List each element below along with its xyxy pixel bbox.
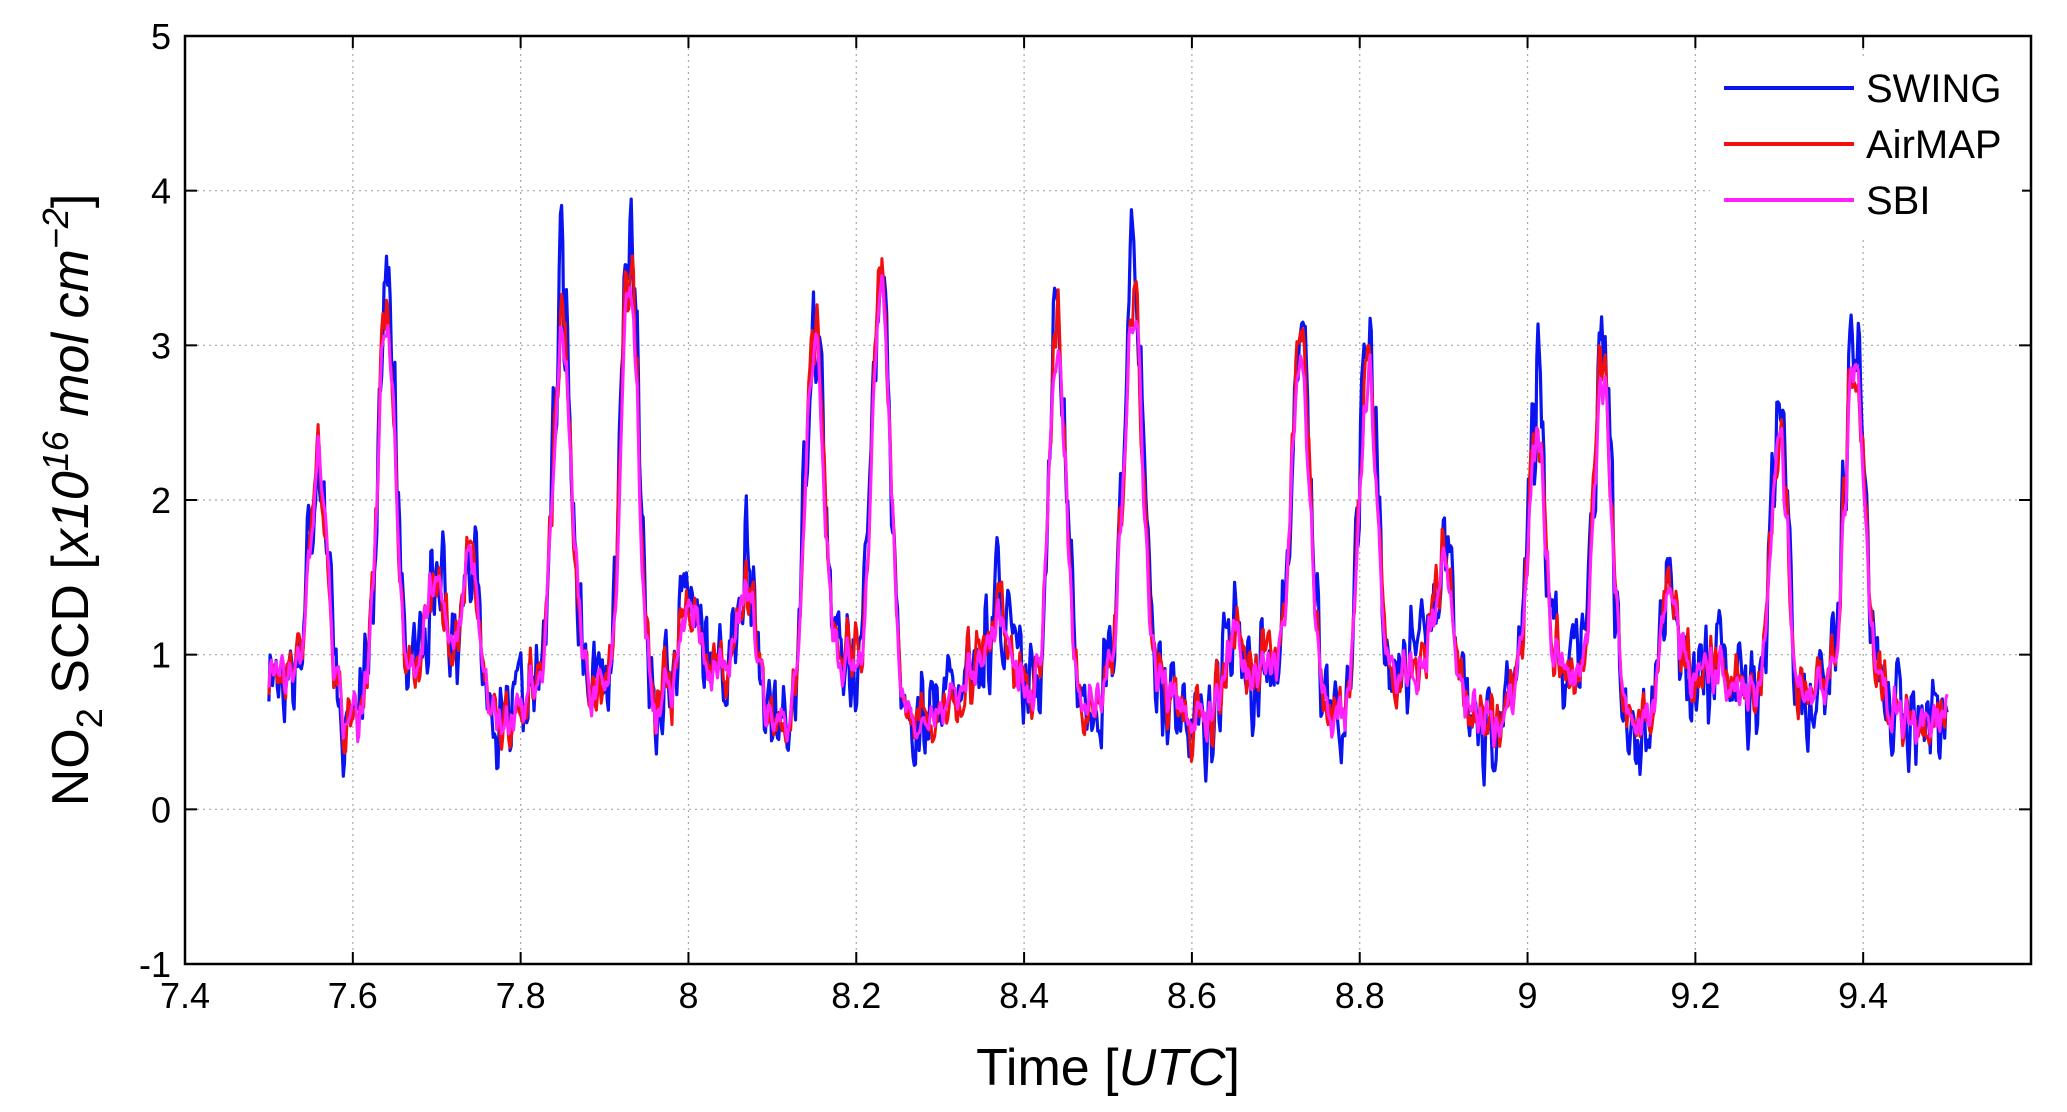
series-line-sbi: [267, 273, 1949, 748]
x-tick-label: 8.6: [1167, 975, 1217, 1016]
x-axis-label: Time [UTC]: [976, 1039, 1240, 1097]
x-tick-label: 7.8: [496, 975, 546, 1016]
x-tick-label: 9.2: [1670, 975, 1720, 1016]
x-tick-label: 7.6: [328, 975, 378, 1016]
x-tick-label: 9: [1518, 975, 1538, 1016]
x-tick-labels: 7.4 7.6 7.8 8 8.2 8.4 8.6 8.8 9 9.2 9.4: [160, 975, 1888, 1016]
y-tick-labels: -1 0 1 2 3 4 5: [139, 16, 171, 985]
y-tick-label: -1: [139, 944, 171, 985]
x-tick-label: 9.4: [1838, 975, 1888, 1016]
y-tick-label: 5: [151, 16, 171, 57]
y-tick-label: 3: [151, 325, 171, 366]
x-tick-label: 8.2: [831, 975, 881, 1016]
x-tick-label: 8: [678, 975, 698, 1016]
legend: SWING AirMAP SBI: [1710, 56, 2022, 238]
x-tick-label: 7.4: [160, 975, 210, 1016]
x-tick-label: 8.8: [1335, 975, 1385, 1016]
legend-label-airmap: AirMAP: [1866, 123, 2002, 167]
y-tick-label: 2: [151, 480, 171, 521]
y-tick-label: 4: [151, 171, 171, 212]
series-layer: [267, 197, 1949, 787]
y-tick-label: 0: [151, 789, 171, 830]
legend-label-swing: SWING: [1866, 67, 2002, 111]
y-axis-label: NO2 SCD [x1016 mol cm−2]: [35, 194, 110, 807]
ticks: [184, 35, 2031, 965]
x-tick-label: 8.4: [999, 975, 1049, 1016]
y-tick-label: 1: [151, 635, 171, 676]
legend-label-sbi: SBI: [1866, 179, 1930, 223]
